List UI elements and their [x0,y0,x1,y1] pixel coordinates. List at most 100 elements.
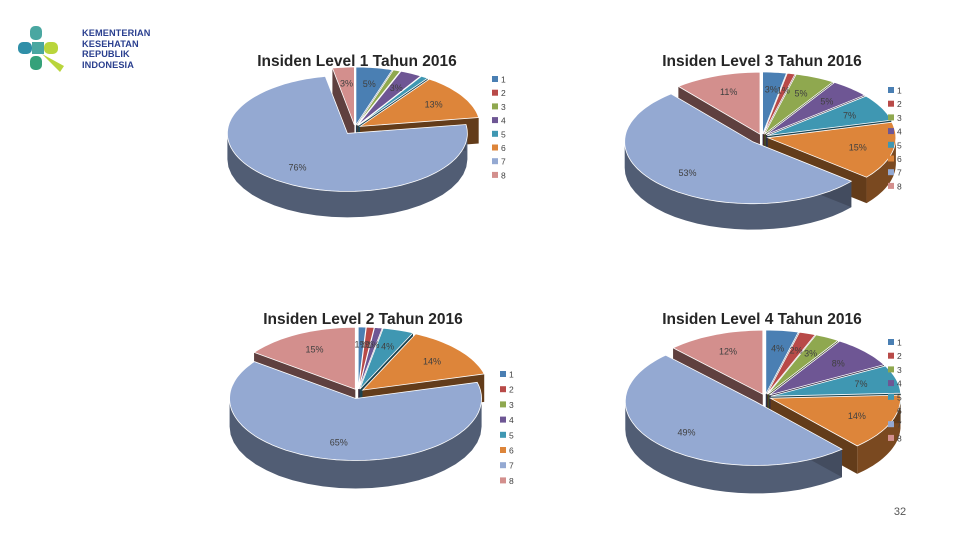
pie-slice-side [625,401,842,494]
legend-swatch [492,158,498,165]
legend-swatch [500,477,506,484]
legend-label: 6 [509,446,514,456]
legend-label: 3 [501,102,506,112]
legend-swatch [888,366,894,373]
pie-data-label: 49% [677,428,695,438]
legend-label: 4 [501,116,506,126]
legend-swatch [888,114,894,121]
pie-data-label: 1% [777,86,790,96]
legend-label: 4 [509,415,514,425]
legend-swatch [888,155,894,162]
pie-slice-3 [356,69,402,126]
legend-swatch [492,89,498,96]
pie-data-label: 7% [854,379,867,389]
pie-chart-2: 3% 1% 5% 5% 7% 15% 53% 11% Insiden Level 3 Tahun… [624,53,902,230]
pie-data-label: 8% [832,359,845,369]
logo-line: KESEHATAN [82,38,139,49]
legend-swatch [888,407,894,414]
legend-swatch [888,421,894,428]
legend-label: 7 [501,157,506,167]
legend-swatch [888,380,894,387]
pie-slice-5 [358,75,429,126]
pie-data-label: 3% [340,78,353,88]
legend-swatch [500,401,506,408]
pie-slice-1 [762,71,788,135]
legend-label: 3 [509,400,514,410]
pie-slice-1 [765,329,800,395]
legend-swatch [888,393,894,400]
chart-title: Insiden Level 1 Tahun 2016 [257,53,457,70]
legend-swatch [500,386,506,393]
pie-data-label: 5% [820,96,833,106]
legend-swatch [492,117,498,124]
legend-label: 6 [897,406,902,416]
legend-swatch [888,339,894,345]
chart-legend: 1 2 3 4 5 6 7 8 [888,86,902,191]
legend-label: 3 [897,365,902,375]
legend-label: 5 [897,140,902,150]
legend-label: 4 [897,379,902,389]
legend-label: 6 [897,154,902,164]
pie-data-label: 2% [790,345,803,355]
pie-slice-side [857,398,901,474]
pie-data-label: 11% [720,87,737,97]
pie-slice-4 [765,81,866,136]
pie-data-label: 53% [678,168,696,178]
legend-swatch [492,171,498,178]
pie-slice-cut [332,68,355,152]
pie-slice-4 [358,327,383,390]
legend-label: 2 [897,99,902,109]
legend-label: 8 [501,170,506,180]
pie-slice-8 [331,66,355,126]
chart-title: Insiden Level 4 Tahun 2016 [662,311,862,328]
legend-swatch [500,431,506,438]
pie-slice-3 [767,334,839,395]
logo-line: KEMENTERIAN [82,28,151,38]
chart-title: Insiden Level 3 Tahun 2016 [662,53,862,70]
legend-swatch [888,434,894,441]
pie-slice-7 [624,93,853,205]
pie-data-label: 15% [849,142,867,152]
pie-data-label: 5% [794,88,807,98]
pie-data-label: 3% [804,348,817,358]
pie-chart-3: 1%1%1% 4%14%65%15%Insiden Level 2 Tahun 2… [229,311,514,489]
pie-slice-7 [229,361,483,461]
slide-number: 32 [893,506,907,518]
legend-swatch [888,128,894,135]
legend-label: 7 [897,420,902,430]
pie-slice-8 [253,326,356,390]
chart-legend: 1 2 3 4 5 6 7 8 [492,75,506,180]
kemenkes-logo-mark [18,26,64,72]
pie-data-label: 1% [360,340,373,350]
chart-legend: 1 2 3 4 5 6 7 8 [500,370,514,486]
legend-label: 1 [897,338,902,348]
legend-swatch [500,371,506,377]
pie-slice-6 [361,333,485,391]
pie-data-label: 15% [305,345,323,355]
logo-line: REPUBLIK [82,49,130,60]
pie-slice-side [229,398,482,489]
chart-title: Insiden Level 2 Tahun 2016 [263,311,463,328]
pie-slice-8 [677,71,761,135]
pie-data-label: 4% [771,343,784,353]
pie-data-label: 12% [719,346,737,356]
legend-swatch [500,416,506,423]
legend-swatch [492,103,498,110]
legend-swatch [888,169,894,176]
pie-chart-4: 4% 2% 3% 8% 7% 14% 49% 12% Insiden Level 4 Tahun… [624,311,902,494]
legend-label: 4 [897,127,902,137]
pie-slice-2 [762,72,796,135]
pie-data-label: 14% [848,411,866,421]
pie-data-label: 3% [390,83,403,93]
pie-slice-2 [766,331,816,395]
pie-data-label: 14% [423,356,441,366]
legend-label: 2 [897,351,902,361]
pie-data-label: 1% [354,339,367,349]
pie-slice-5 [359,327,414,390]
pie-data-label: 1% [366,340,379,350]
pie-slice-side [227,133,468,218]
pie-slice-6 [766,121,897,178]
pie-slice-3 [764,73,834,135]
legend-label: 3 [897,113,902,123]
